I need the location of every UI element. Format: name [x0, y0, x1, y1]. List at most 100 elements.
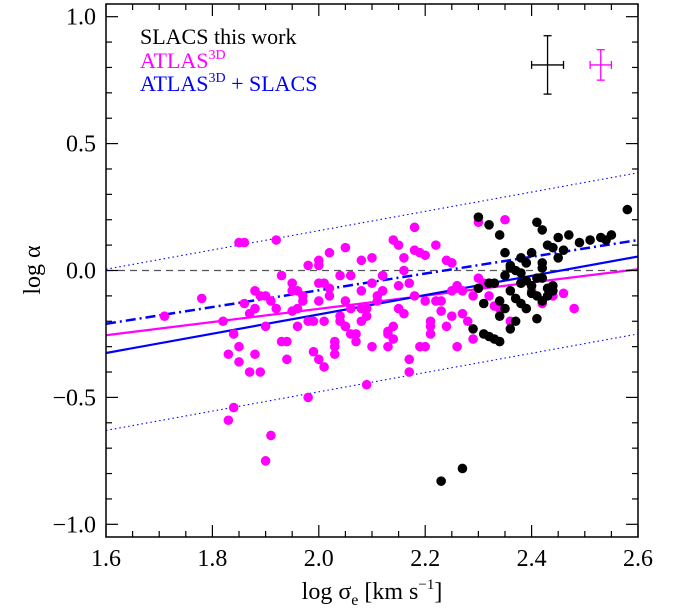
data-point-slacs: [484, 331, 494, 342]
data-point-atlas3d: [356, 286, 367, 296]
data-point-atlas3d: [356, 316, 367, 327]
data-point-atlas3d: [276, 270, 287, 281]
legend-item-atlas3d: ATLAS3D: [140, 48, 226, 73]
data-point-atlas3d: [447, 258, 457, 268]
data-point-slacs: [500, 247, 510, 258]
data-point-slacs: [494, 311, 505, 321]
data-point-atlas3d: [377, 270, 388, 281]
data-point-atlas3d: [393, 240, 404, 250]
data-point-atlas3d: [324, 291, 335, 301]
data-point-atlas3d: [420, 296, 431, 306]
data-point-atlas3d: [351, 329, 361, 339]
data-point-slacs: [473, 212, 484, 222]
data-point-slacs: [521, 275, 532, 286]
legend-item-slacs: SLACS this work: [140, 24, 296, 49]
data-point-atlas3d: [345, 303, 356, 314]
data-point-atlas3d: [420, 250, 431, 261]
data-point-atlas3d: [292, 286, 303, 296]
data-point-atlas3d: [404, 367, 415, 377]
data-point-atlas3d: [383, 341, 393, 352]
data-point-atlas3d: [324, 247, 335, 258]
data-point-slacs: [558, 245, 569, 255]
fit-line-solid-0: [106, 268, 638, 337]
x-tick-label: 2.6: [623, 546, 653, 572]
data-point-atlas3d: [244, 308, 255, 319]
y-tick-labels: 1.0 0.5 0.0 −0.5 −1.0: [52, 5, 96, 539]
data-point-atlas3d: [388, 334, 399, 344]
data-point-atlas3d: [260, 321, 271, 332]
data-point-atlas3d: [223, 349, 234, 360]
data-point-atlas3d: [319, 362, 329, 372]
x-axis-label: log σe [km s−1]: [302, 577, 443, 609]
data-point-atlas3d: [340, 242, 351, 253]
x-tick-label: 1.8: [197, 546, 227, 572]
data-point-slacs: [500, 270, 510, 281]
y-axis-label: log α: [20, 245, 46, 295]
data-point-atlas3d: [159, 311, 170, 321]
data-point-atlas3d: [425, 316, 436, 327]
data-point-atlas3d: [404, 354, 415, 365]
data-point-atlas3d: [282, 354, 292, 365]
x-tick-label: 2.4: [517, 546, 547, 572]
data-point-atlas3d: [409, 291, 420, 301]
data-point-atlas3d: [319, 316, 329, 327]
data-point-atlas3d: [569, 303, 579, 314]
data-point-atlas3d: [276, 336, 287, 347]
data-point-atlas3d: [314, 278, 324, 288]
data-point-atlas3d: [266, 296, 276, 306]
data-point-atlas3d: [335, 270, 345, 281]
data-point-atlas3d: [447, 286, 457, 296]
data-point-slacs: [553, 232, 563, 243]
data-point-atlas3d: [452, 341, 462, 352]
data-point-atlas3d: [234, 357, 244, 367]
y-tick-label: 0.0: [66, 259, 96, 285]
data-point-atlas3d: [239, 298, 250, 309]
data-point-atlas3d: [415, 341, 425, 352]
axis-ticks: [105, 4, 639, 537]
data-point-atlas3d: [308, 346, 319, 357]
data-point-slacs: [516, 298, 526, 309]
data-point-atlas3d: [436, 296, 446, 306]
data-point-atlas3d: [351, 336, 361, 347]
data-point-atlas3d: [244, 367, 255, 377]
data-point-atlas3d: [468, 291, 478, 301]
data-point-atlas3d: [223, 415, 234, 426]
data-point-atlas3d: [271, 303, 282, 314]
data-point-slacs: [553, 253, 563, 263]
data-point-slacs: [505, 263, 516, 273]
x-tick-labels: 1.6 1.8 2.0 2.2 2.4 2.6: [91, 546, 653, 572]
y-tick-label: −1.0: [52, 512, 96, 538]
data-point-slacs: [622, 204, 633, 215]
data-point-atlas3d: [271, 235, 282, 245]
data-point-slacs: [574, 237, 585, 248]
data-point-atlas3d: [399, 265, 409, 276]
fit-line-solid-1: [106, 255, 638, 355]
data-point-slacs: [457, 463, 468, 474]
data-point-slacs: [532, 217, 542, 228]
data-point-atlas3d: [329, 336, 340, 347]
data-point-slacs: [500, 303, 510, 314]
data-point-slacs: [532, 291, 542, 301]
data-point-atlas3d: [234, 341, 244, 352]
data-point-slacs: [521, 258, 532, 268]
data-point-slacs: [532, 313, 542, 324]
data-point-slacs: [436, 476, 446, 486]
data-point-slacs: [606, 230, 617, 240]
data-point-slacs: [526, 247, 537, 258]
data-point-slacs: [516, 268, 526, 278]
data-point-atlas3d: [393, 280, 404, 291]
data-point-atlas3d: [383, 326, 393, 337]
data-point-atlas3d: [367, 253, 377, 263]
data-point-atlas3d: [356, 255, 367, 266]
data-point-slacs: [537, 258, 548, 268]
data-point-atlas3d: [292, 321, 303, 332]
y-tick-label: 0.5: [66, 132, 96, 158]
data-point-atlas3d: [468, 334, 478, 344]
fit-lines: [106, 172, 638, 431]
data-point-atlas3d: [239, 237, 250, 248]
data-point-atlas3d: [228, 329, 239, 339]
data-point-slacs: [505, 324, 516, 334]
data-point-atlas3d: [372, 296, 383, 306]
data-point-slacs: [537, 273, 548, 283]
fit-line-dotted-3: [106, 172, 638, 270]
